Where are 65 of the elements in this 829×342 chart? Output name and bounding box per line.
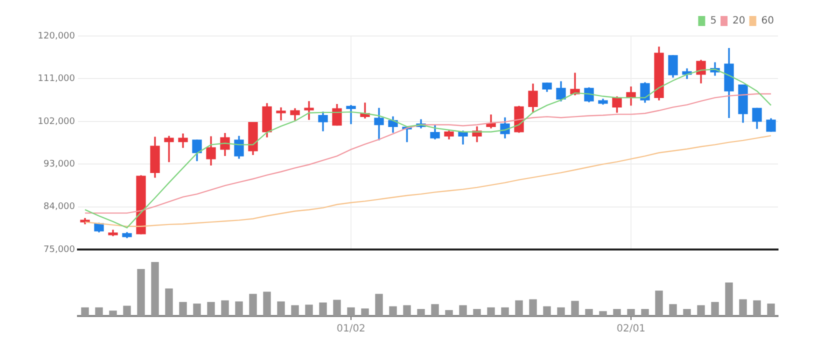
bar bbox=[753, 300, 761, 316]
bar bbox=[599, 311, 607, 316]
y-tick-label: 102,000 bbox=[38, 116, 76, 127]
bar bbox=[501, 307, 509, 316]
candlestick bbox=[304, 101, 314, 120]
y-tick-label: 120,000 bbox=[38, 31, 76, 42]
bar bbox=[137, 269, 145, 316]
bar bbox=[277, 301, 285, 316]
bar bbox=[361, 308, 369, 316]
bar bbox=[305, 304, 313, 316]
y-tick-label: 93,000 bbox=[44, 160, 76, 170]
bar bbox=[473, 308, 481, 316]
bar bbox=[487, 307, 495, 316]
bar bbox=[109, 310, 117, 316]
bar bbox=[263, 292, 271, 316]
bar bbox=[543, 306, 551, 316]
x-tick-label: 01/02 bbox=[336, 324, 366, 335]
y-tick-label: 84,000 bbox=[44, 202, 76, 212]
legend-label: 5 bbox=[710, 16, 717, 27]
bar bbox=[291, 305, 299, 316]
bar bbox=[627, 308, 635, 316]
bar bbox=[557, 307, 565, 316]
bar bbox=[193, 304, 201, 316]
bar bbox=[235, 301, 243, 316]
bar bbox=[655, 290, 663, 316]
candlestick bbox=[276, 107, 286, 120]
bar bbox=[585, 308, 593, 316]
bar bbox=[347, 307, 355, 316]
bar bbox=[515, 300, 523, 316]
bar bbox=[81, 307, 89, 316]
bar bbox=[319, 302, 327, 316]
bar bbox=[431, 304, 439, 316]
bar bbox=[417, 308, 425, 316]
bar bbox=[459, 305, 467, 316]
bar bbox=[613, 308, 621, 316]
bar bbox=[725, 282, 733, 316]
bar bbox=[767, 304, 775, 316]
bar bbox=[739, 299, 747, 316]
bar bbox=[333, 300, 341, 316]
legend-label: 20 bbox=[732, 16, 746, 27]
bar bbox=[641, 308, 649, 316]
y-tick-label: 111,000 bbox=[38, 74, 76, 84]
candlestick bbox=[164, 136, 174, 162]
bar bbox=[179, 302, 187, 316]
bar bbox=[669, 304, 677, 316]
bar bbox=[221, 300, 229, 316]
bar bbox=[697, 305, 705, 316]
y-tick-label: 75,000 bbox=[44, 244, 76, 255]
bar bbox=[207, 302, 215, 316]
bar bbox=[389, 306, 397, 316]
bar bbox=[571, 300, 579, 316]
bar bbox=[375, 294, 383, 316]
bar bbox=[123, 306, 131, 316]
candlestick bbox=[346, 104, 356, 124]
bar bbox=[249, 294, 257, 316]
bar bbox=[165, 288, 173, 316]
bar bbox=[711, 302, 719, 316]
legend-label: 60 bbox=[761, 16, 774, 27]
bar bbox=[529, 299, 537, 316]
bar bbox=[95, 307, 103, 316]
bar bbox=[683, 308, 691, 316]
bar bbox=[403, 305, 411, 316]
bar bbox=[445, 310, 453, 316]
x-tick-label: 02/01 bbox=[616, 324, 646, 335]
bar bbox=[151, 262, 159, 316]
